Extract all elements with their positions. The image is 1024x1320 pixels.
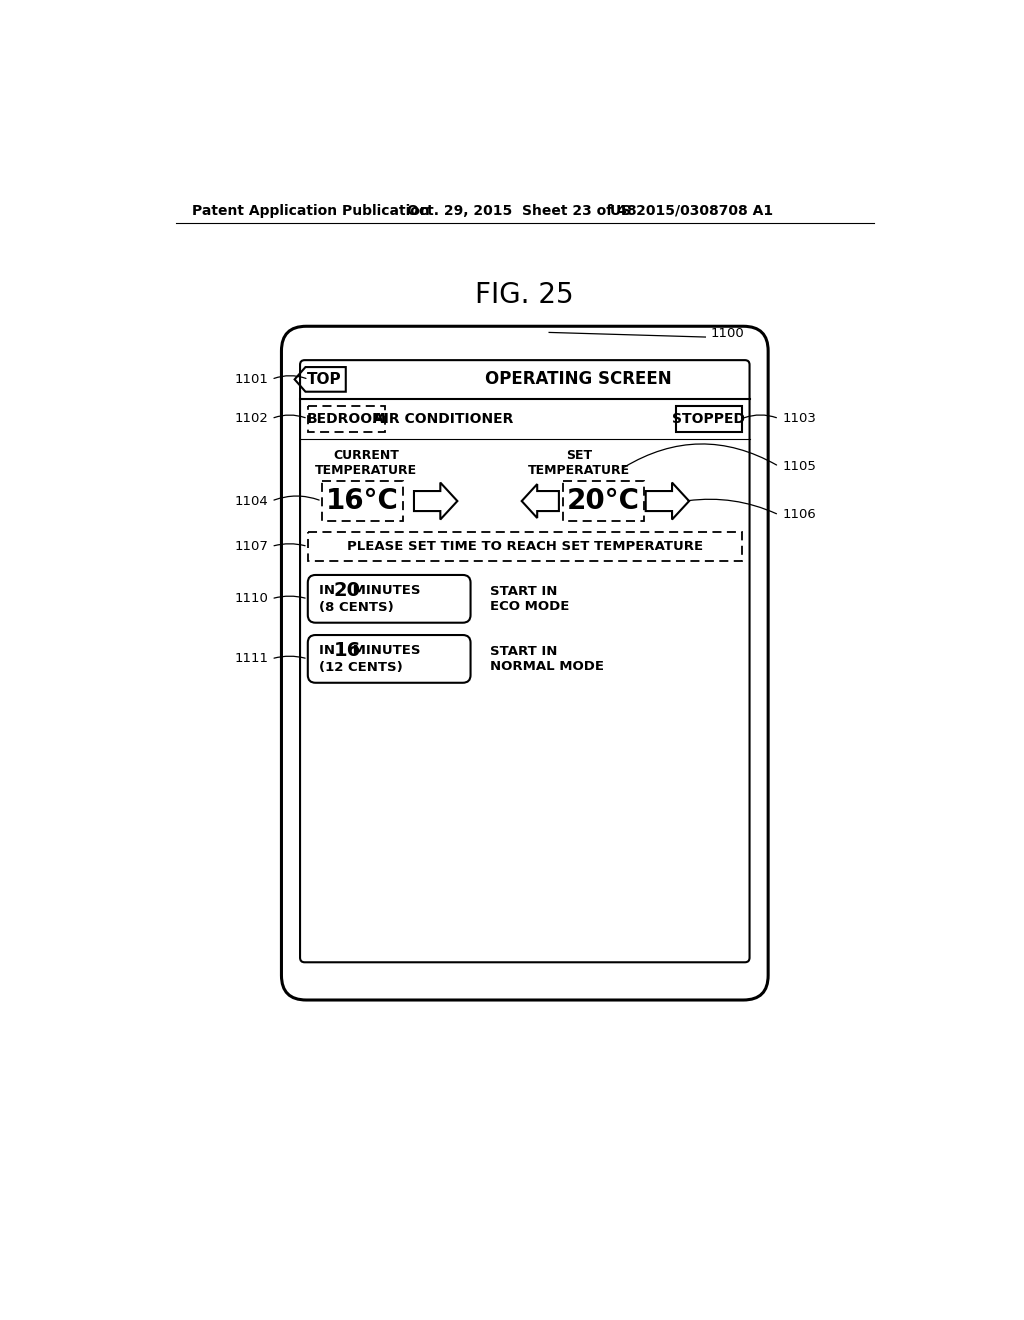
Text: START IN
NORMAL MODE: START IN NORMAL MODE [489, 645, 604, 673]
Text: FIG. 25: FIG. 25 [475, 281, 574, 309]
Bar [308, 532, 741, 561]
Text: 20: 20 [334, 581, 360, 599]
FancyBboxPatch shape [282, 326, 768, 1001]
Text: 16°C: 16°C [326, 487, 399, 515]
Text: TOP: TOP [307, 372, 341, 387]
Text: 1104: 1104 [234, 495, 268, 508]
FancyArrowPatch shape [688, 499, 776, 513]
Text: MINUTES: MINUTES [348, 583, 421, 597]
FancyArrowPatch shape [274, 376, 306, 379]
Text: 1100: 1100 [711, 327, 744, 341]
Text: START IN
ECO MODE: START IN ECO MODE [489, 585, 569, 612]
Text: CURRENT
TEMPERATURE: CURRENT TEMPERATURE [314, 449, 417, 478]
Text: (8 CENTS): (8 CENTS) [319, 601, 394, 614]
Text: (12 CENTS): (12 CENTS) [319, 661, 403, 675]
Text: SET
TEMPERATURE: SET TEMPERATURE [528, 449, 630, 478]
Text: 1103: 1103 [782, 412, 816, 425]
Text: US 2015/0308708 A1: US 2015/0308708 A1 [610, 203, 773, 218]
Text: 1107: 1107 [234, 540, 268, 553]
Text: 1105: 1105 [782, 459, 816, 473]
Bar [322, 480, 403, 521]
Text: STOPPED: STOPPED [673, 412, 745, 425]
Bar [563, 480, 644, 521]
Text: 20°C: 20°C [567, 487, 640, 515]
Text: AIR CONDITIONER: AIR CONDITIONER [373, 412, 514, 425]
Text: Oct. 29, 2015  Sheet 23 of 48: Oct. 29, 2015 Sheet 23 of 48 [407, 203, 637, 218]
FancyBboxPatch shape [300, 360, 750, 962]
Text: 1102: 1102 [234, 412, 268, 425]
FancyArrowPatch shape [274, 414, 305, 417]
Bar [308, 405, 385, 432]
FancyArrowPatch shape [274, 597, 305, 598]
Text: PLEASE SET TIME TO REACH SET TEMPERATURE: PLEASE SET TIME TO REACH SET TEMPERATURE [347, 540, 702, 553]
Text: OPERATING SCREEN: OPERATING SCREEN [485, 371, 672, 388]
Bar [676, 405, 741, 432]
FancyArrowPatch shape [274, 656, 305, 659]
Text: IN: IN [319, 583, 340, 597]
Text: MINUTES: MINUTES [348, 644, 421, 657]
Text: 1111: 1111 [234, 652, 268, 665]
FancyArrowPatch shape [274, 544, 305, 545]
FancyArrowPatch shape [624, 444, 776, 467]
Text: 1106: 1106 [782, 508, 816, 521]
FancyBboxPatch shape [308, 635, 471, 682]
Text: BEDROOM: BEDROOM [306, 412, 386, 425]
FancyArrowPatch shape [744, 414, 776, 417]
Text: 16: 16 [334, 642, 360, 660]
Text: IN: IN [319, 644, 340, 657]
FancyArrowPatch shape [274, 496, 319, 500]
Text: Patent Application Publication: Patent Application Publication [193, 203, 430, 218]
Text: 1101: 1101 [234, 372, 268, 385]
FancyBboxPatch shape [308, 576, 471, 623]
Text: 1110: 1110 [234, 593, 268, 606]
